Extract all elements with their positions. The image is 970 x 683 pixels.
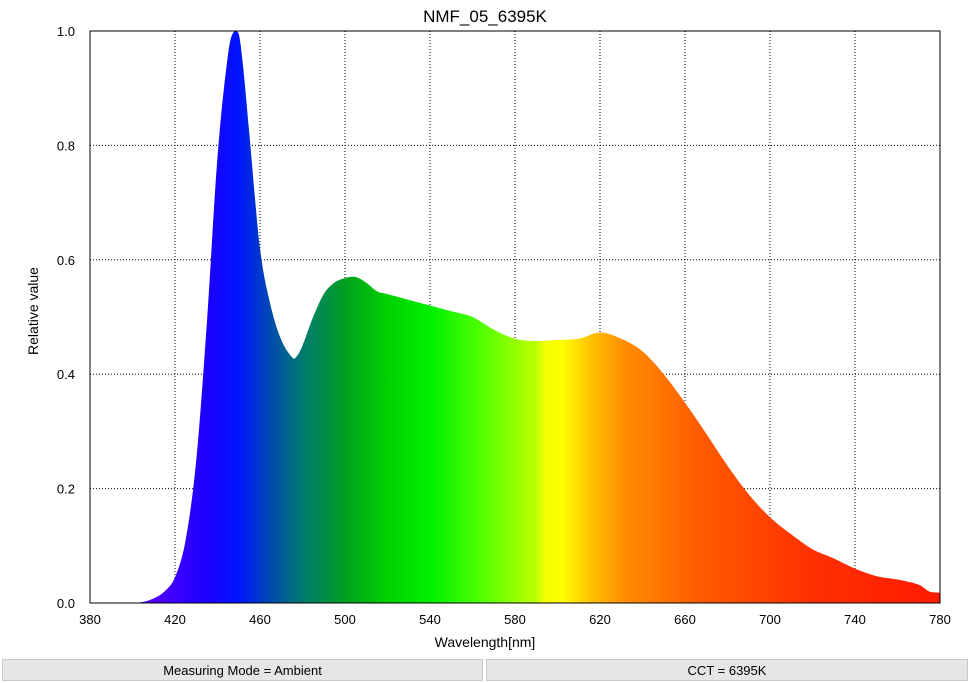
spectrum-area: [132, 31, 940, 603]
y-tick-label: 0.4: [57, 367, 75, 382]
y-tick-label: 0.8: [57, 138, 75, 153]
y-axis-label: Relative value: [25, 267, 41, 355]
spectrum-chart: 380 420 460 500 540 580 620 660 700 740 780 0.0 0.2 0…: [25, 7, 951, 650]
y-tick-label: 0.2: [57, 482, 75, 497]
x-tick-label: 700: [759, 612, 781, 627]
cct-status: CCT = 6395K: [486, 659, 968, 681]
x-tick-label: 460: [249, 612, 271, 627]
x-tick-label: 540: [419, 612, 441, 627]
x-tick-label: 420: [164, 612, 186, 627]
x-tick-label: 620: [589, 612, 611, 627]
x-tick-label: 580: [504, 612, 526, 627]
y-tick-label: 1.0: [57, 24, 75, 39]
measuring-mode-status: Measuring Mode = Ambient: [2, 659, 483, 681]
spectrum-area-layer: [132, 31, 940, 603]
x-tick-label: 660: [674, 612, 696, 627]
chart-title: NMF_05_6395K: [423, 7, 547, 26]
y-tick-label: 0.0: [57, 596, 75, 611]
x-tick-label: 740: [844, 612, 866, 627]
y-tick-label: 0.6: [57, 253, 75, 268]
x-tick-label: 500: [334, 612, 356, 627]
x-axis-label: Wavelength[nm]: [435, 634, 536, 650]
measuring-mode-text: Measuring Mode = Ambient: [163, 662, 322, 678]
plot-frame: [89, 30, 941, 604]
cct-text: CCT = 6395K: [687, 662, 767, 678]
x-tick-label: 380: [79, 612, 101, 627]
tick-labels: 380 420 460 500 540 580 620 660 700 740 780 0.0 0.2 0…: [57, 24, 951, 627]
x-tick-label: 780: [929, 612, 951, 627]
